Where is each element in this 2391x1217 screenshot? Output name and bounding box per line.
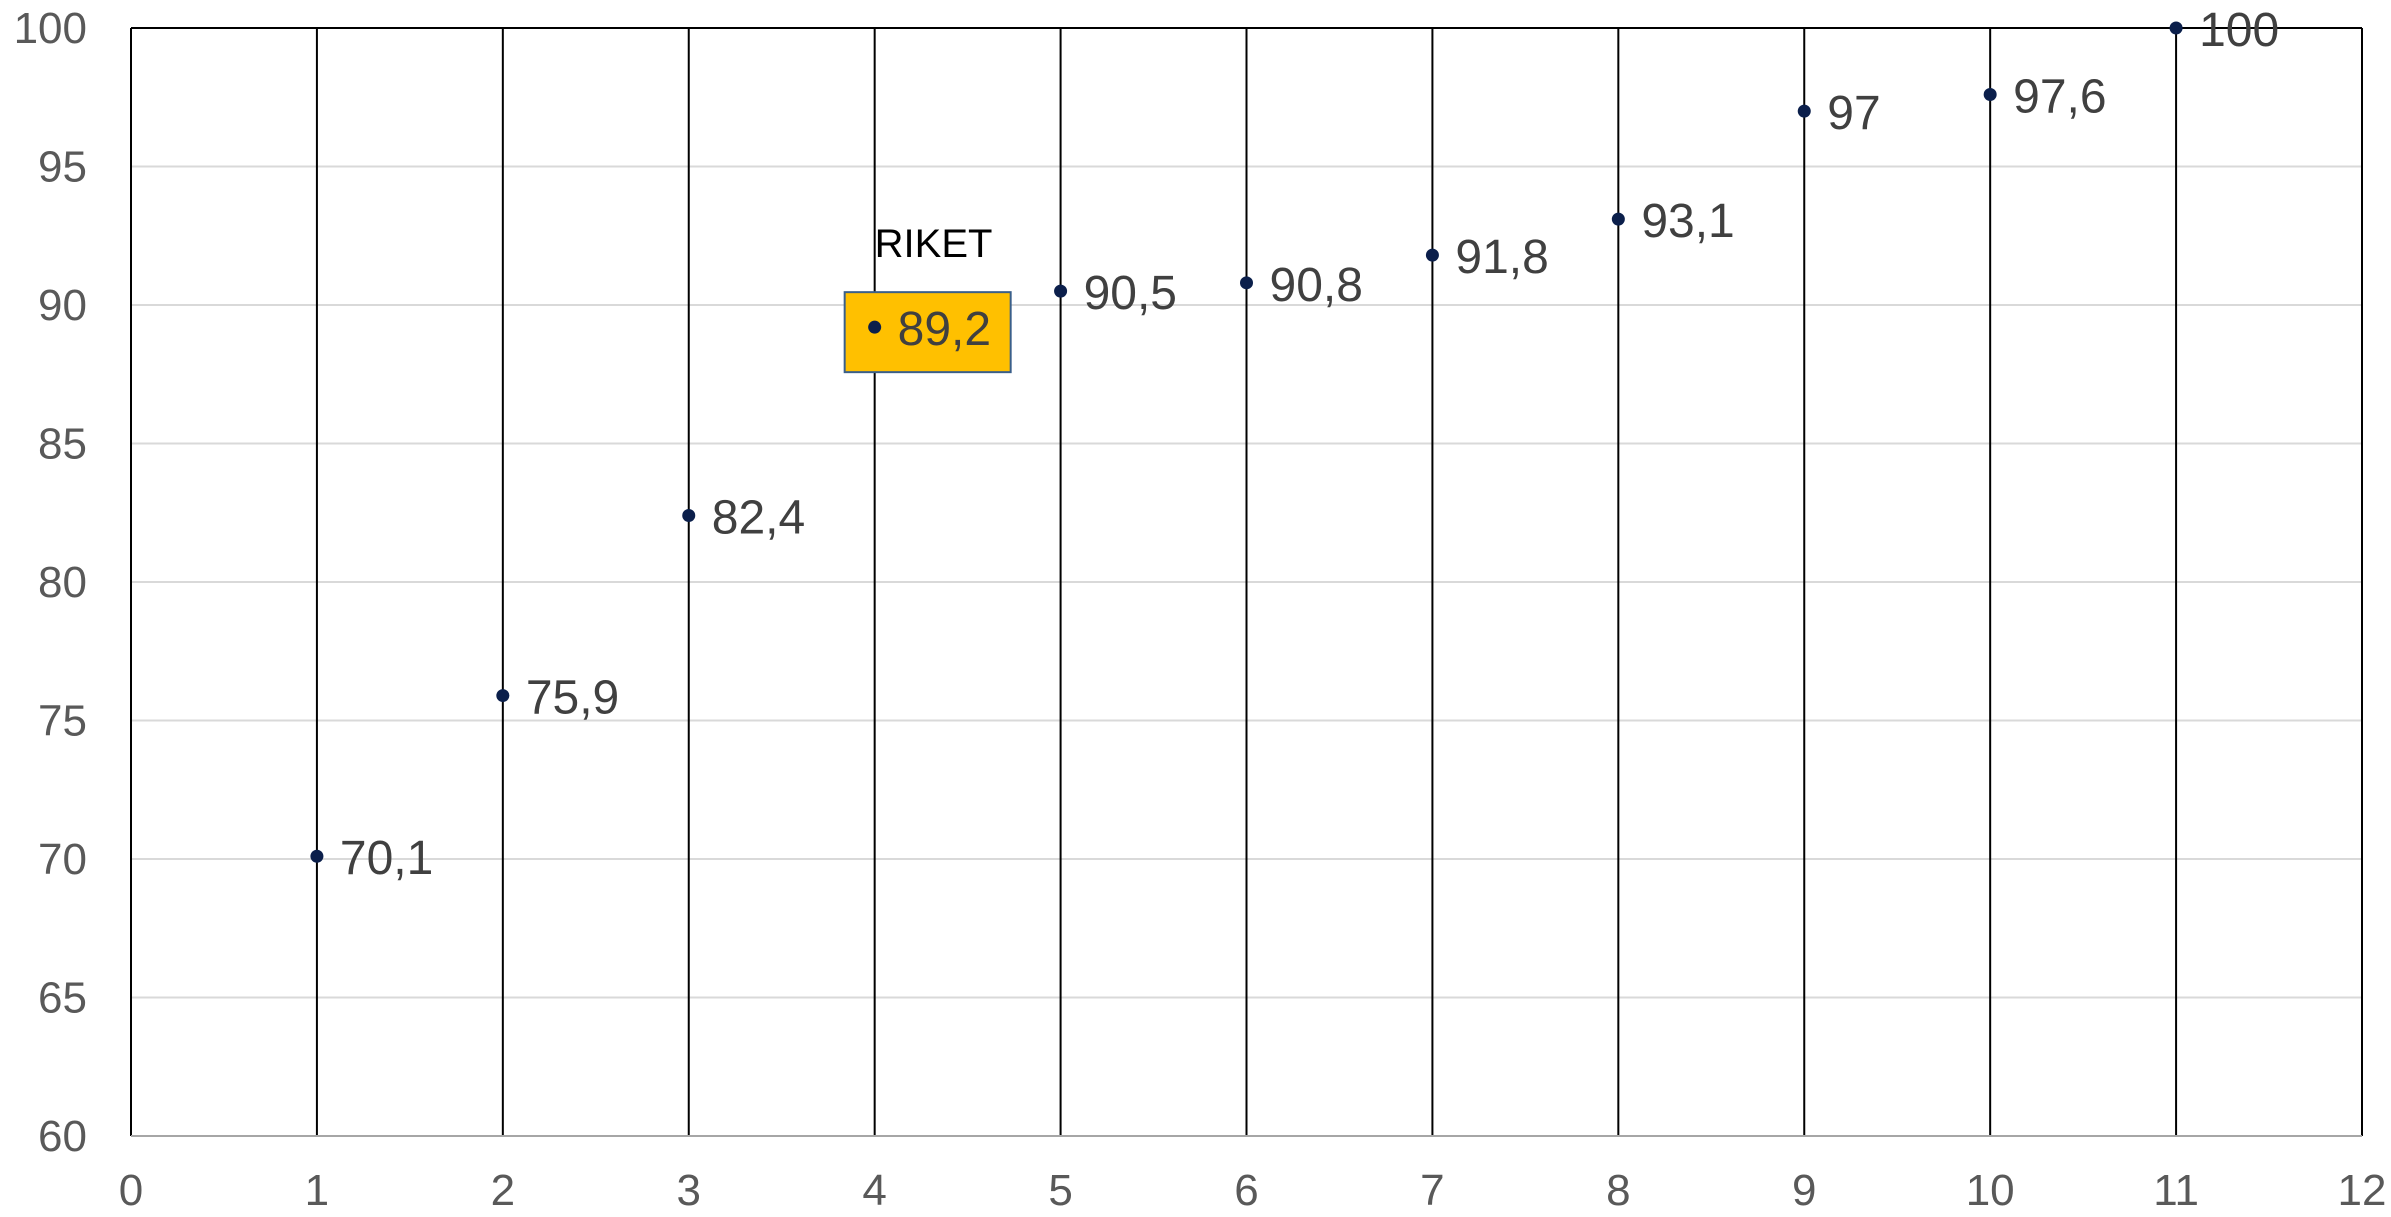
x-tick-label: 4 bbox=[862, 1166, 886, 1215]
data-label: 97 bbox=[1827, 87, 1880, 140]
x-tick-label: 8 bbox=[1606, 1166, 1630, 1215]
data-point bbox=[682, 509, 696, 523]
data-label: 100 bbox=[2199, 4, 2279, 57]
data-point bbox=[1611, 212, 1625, 226]
data-point bbox=[1240, 276, 1253, 290]
x-tick-label: 1 bbox=[305, 1166, 329, 1215]
data-label: 91,8 bbox=[1455, 231, 1548, 284]
y-tick-label: 80 bbox=[38, 558, 87, 607]
data-point bbox=[310, 849, 324, 863]
x-tick-label: 12 bbox=[2338, 1166, 2387, 1215]
annotation-label: RIKET bbox=[875, 222, 993, 266]
data-label: 90,8 bbox=[1270, 259, 1363, 312]
data-label: 82,4 bbox=[712, 492, 805, 545]
data-label: 89,2 bbox=[898, 303, 991, 356]
data-point bbox=[1425, 248, 1439, 262]
drop-lines bbox=[315, 28, 2178, 1136]
x-tick-label: 0 bbox=[119, 1166, 143, 1215]
x-tick-label: 6 bbox=[1234, 1166, 1258, 1215]
data-point bbox=[1983, 87, 1997, 101]
x-tick-label: 7 bbox=[1420, 1166, 1444, 1215]
data-points bbox=[310, 21, 2183, 863]
x-tick-label: 10 bbox=[1966, 1166, 2015, 1215]
data-label: 97,6 bbox=[2013, 70, 2106, 123]
y-tick-label: 85 bbox=[38, 420, 87, 469]
y-tick-label: 70 bbox=[38, 835, 87, 884]
x-tick-label: 11 bbox=[2153, 1166, 2199, 1215]
x-tick-label: 5 bbox=[1048, 1166, 1072, 1215]
data-point bbox=[1797, 104, 1811, 118]
data-point bbox=[496, 689, 510, 703]
x-tick-label: 2 bbox=[491, 1166, 515, 1215]
x-tick-label: 3 bbox=[677, 1166, 701, 1215]
data-label: 93,1 bbox=[1641, 195, 1734, 248]
data-label: 75,9 bbox=[526, 672, 619, 725]
data-point bbox=[1054, 284, 1068, 298]
axes bbox=[130, 27, 2363, 1137]
y-tick-label: 95 bbox=[38, 143, 87, 192]
y-tick-label: 100 bbox=[14, 4, 87, 53]
y-tick-label: 75 bbox=[38, 697, 87, 746]
data-point bbox=[2169, 21, 2183, 35]
data-point bbox=[868, 320, 882, 334]
y-tick-label: 60 bbox=[38, 1112, 87, 1161]
x-tick-label: 9 bbox=[1792, 1166, 1816, 1215]
data-labels: RIKET 70,1 75,9 82,4 89,2 90,5 90,8 91,8 93,1 97 9… bbox=[340, 4, 2279, 885]
data-label: 90,5 bbox=[1084, 267, 1177, 320]
data-label: 70,1 bbox=[340, 832, 433, 885]
y-tick-label: 65 bbox=[38, 974, 87, 1023]
y-tick-label: 90 bbox=[38, 281, 87, 330]
